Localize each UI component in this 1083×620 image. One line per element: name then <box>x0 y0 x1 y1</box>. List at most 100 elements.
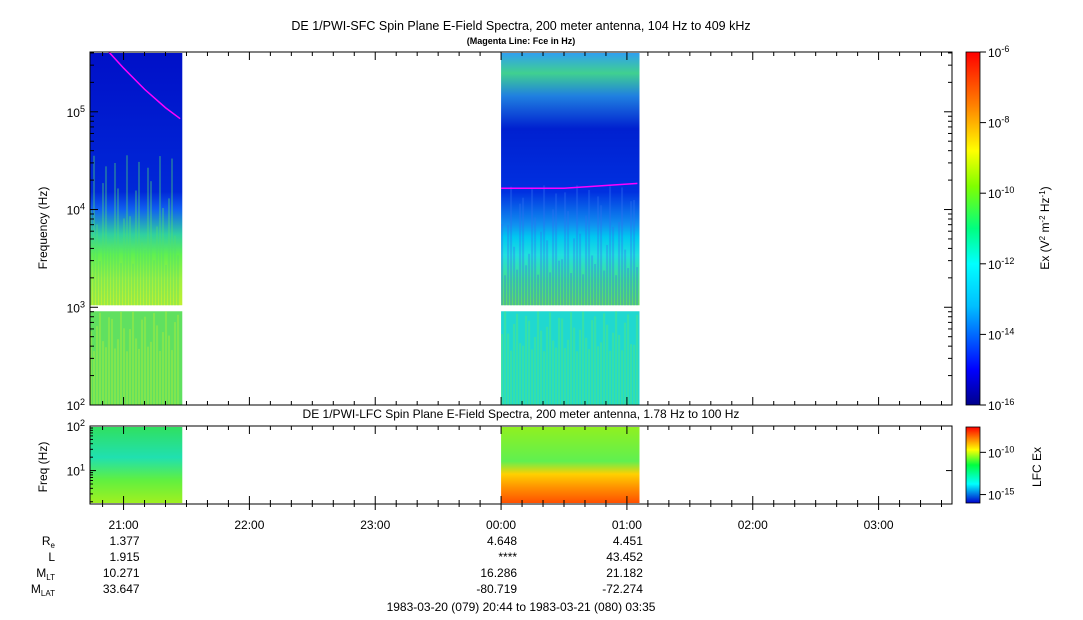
sfc-texture-2 <box>627 268 630 306</box>
sfc-texture-1 <box>96 224 98 306</box>
lfc-frame <box>89 425 953 505</box>
sfc-y-tick-label: 102 <box>67 397 85 413</box>
sfc-texture-low-1 <box>114 348 116 405</box>
ephemeris-value: 4.648 <box>487 534 517 548</box>
sfc-colorbar-label: Ex (V2 m-2 Hz-1) <box>1038 186 1052 269</box>
sfc-texture-low-2 <box>600 342 603 405</box>
sfc-texture-low-2 <box>627 314 630 405</box>
sfc-texture-2 <box>612 226 615 306</box>
time-tick-label: 02:00 <box>738 518 768 532</box>
sfc-texture-low-1 <box>96 326 98 405</box>
sfc-texture-low-1 <box>177 314 179 405</box>
lfc-y-axis: 102 101 <box>67 418 952 503</box>
sfc-texture-low-2 <box>636 314 639 405</box>
sfc-texture-1 <box>108 248 110 306</box>
sfc-texture-low-2 <box>591 320 594 405</box>
sfc-frame <box>89 51 953 406</box>
sfc-texture-low-2 <box>609 350 612 405</box>
sfc-texture-1 <box>135 190 137 306</box>
sfc-texture-low-1 <box>144 316 146 405</box>
lfc-colorbar-tick-label: 10-10 <box>988 444 1014 460</box>
sfc-texture-2 <box>531 189 534 306</box>
time-tick-label: 03:00 <box>864 518 894 532</box>
sfc-texture-low-1 <box>126 351 128 405</box>
lfc-colorbar: 10-10 10-15 LFC Ex <box>965 426 1044 504</box>
sfc-texture-low-1 <box>117 339 119 405</box>
sfc-texture-2 <box>543 185 546 306</box>
sfc-texture-1 <box>132 263 134 306</box>
sfc-texture-low-1 <box>120 312 122 405</box>
sfc-texture-2 <box>588 190 591 306</box>
sfc-texture-1 <box>102 183 104 306</box>
sfc-texture-1 <box>156 226 158 306</box>
sfc-texture-2 <box>606 244 609 306</box>
lfc-colorbar-gradient <box>965 426 981 504</box>
ephemeris-value: 33.647 <box>103 582 140 596</box>
sfc-texture-low-2 <box>525 315 528 405</box>
sfc-texture-low-2 <box>561 318 564 405</box>
sfc-y-label: Frequency (Hz) <box>36 187 50 270</box>
sfc-texture-2 <box>528 253 531 306</box>
sfc-texture-low-2 <box>633 344 636 405</box>
sfc-texture-low-1 <box>93 351 95 405</box>
ephemeris-value: 1.377 <box>110 534 140 548</box>
sfc-texture-low-1 <box>138 348 140 405</box>
sfc-y-axis: 102 103 104 105 <box>67 52 952 413</box>
sfc-subtitle: (Magenta Line: Fce in Hz) <box>467 36 576 46</box>
sfc-texture-1 <box>129 216 131 306</box>
sfc-texture-2 <box>618 221 621 306</box>
sfc-texture-low-2 <box>552 340 555 405</box>
ephemeris-table: Re 1.377 4.648 4.451 L 1.915 **** 43.452 MLT 10.2… <box>31 534 643 598</box>
sfc-texture-2 <box>555 193 558 306</box>
sfc-texture-low-2 <box>612 332 615 405</box>
sfc-texture-2 <box>537 274 540 306</box>
sfc-texture-low-1 <box>99 312 101 405</box>
sfc-texture-low-2 <box>507 333 510 405</box>
lfc-segment-1 <box>90 427 183 503</box>
lfc-colorbar-label: LFC Ex <box>1030 447 1044 487</box>
fce-line-segment-2 <box>501 182 638 190</box>
sfc-colorbar-tick-label: 10-14 <box>988 326 1014 342</box>
sfc-texture-2 <box>549 272 552 306</box>
sfc-texture-1 <box>99 261 101 306</box>
sfc-texture-2 <box>633 199 636 306</box>
ephemeris-row-label: L <box>48 550 55 564</box>
sfc-texture-low-2 <box>567 339 570 405</box>
sfc-texture-low-1 <box>123 328 125 405</box>
sfc-texture-1 <box>123 218 125 306</box>
ephemeris-value: 1.915 <box>110 550 140 564</box>
sfc-segment-upper-2 <box>501 53 640 306</box>
time-tick-label: 21:00 <box>109 518 139 532</box>
sfc-segment-lower-2 <box>501 311 640 405</box>
sfc-texture-1 <box>138 161 140 306</box>
sfc-texture-1 <box>168 198 170 306</box>
fce-line-segment-1 <box>108 51 181 120</box>
sfc-texture-low-2 <box>555 347 558 405</box>
sfc-texture-2 <box>576 185 579 306</box>
sfc-colorbar-tick-label: 10-8 <box>988 115 1009 131</box>
sfc-texture-2 <box>579 233 582 306</box>
sfc-texture-low-2 <box>543 351 546 405</box>
sfc-spectrogram <box>90 53 640 405</box>
sfc-texture-2 <box>609 186 612 306</box>
time-tick-label: 23:00 <box>360 518 390 532</box>
sfc-texture-2 <box>591 255 594 306</box>
sfc-texture-low-2 <box>573 327 576 405</box>
sfc-texture-low-2 <box>618 334 621 405</box>
sfc-texture-low-1 <box>135 338 137 405</box>
ephemeris-row-label: MLT <box>36 566 55 582</box>
sfc-texture-2 <box>615 275 618 306</box>
ephemeris-value: 10.271 <box>103 566 140 580</box>
sfc-texture-2 <box>558 260 561 306</box>
sfc-texture-1 <box>105 166 107 306</box>
lfc-segment-2 <box>501 427 640 503</box>
sfc-texture-1 <box>171 158 173 306</box>
sfc-texture-low-2 <box>516 313 519 405</box>
sfc-texture-low-1 <box>162 332 164 405</box>
sfc-texture-1 <box>126 155 128 306</box>
sfc-texture-low-1 <box>174 322 176 405</box>
sfc-texture-2 <box>597 196 600 306</box>
sfc-panel: 102 103 104 105 Frequency (Hz) <box>36 51 953 413</box>
sfc-texture-2 <box>603 270 606 306</box>
sfc-texture-low-1 <box>141 319 143 405</box>
